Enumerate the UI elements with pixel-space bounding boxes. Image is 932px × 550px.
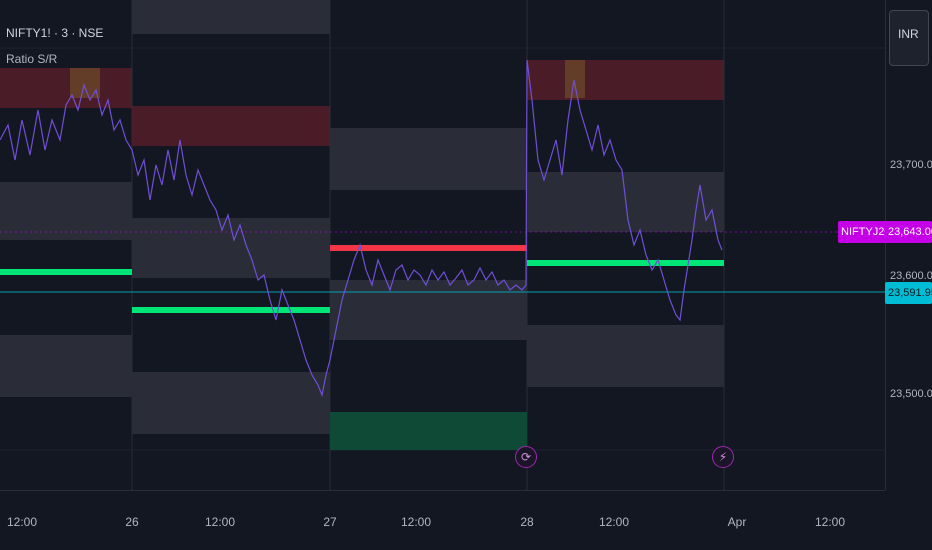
time-tick: 12:00 [400,515,432,529]
indicator-title[interactable]: Ratio S/R [6,52,58,66]
time-tick: 28 [520,515,534,529]
time-tick: 12:00 [204,515,236,529]
dividend-event-icon[interactable]: ⟳ [515,446,537,468]
neutral-zone [527,325,724,387]
time-tick: 12:00 [6,515,38,529]
time-tick: Apr [727,515,747,529]
earnings-event-icon[interactable]: ⚡ [712,446,734,468]
price-tick: 23,700.00 [890,159,932,171]
highlight-zone [565,60,585,98]
time-tick: 27 [323,515,337,529]
price-line [0,59,723,398]
last-price-badge: 23,643.00 [885,221,932,243]
time-tick: 12:00 [814,515,846,529]
neutral-zone [330,280,527,340]
neutral-zone [0,335,132,397]
symbol-title[interactable]: NIFTY1! · 3 · NSE [6,26,104,40]
resistance-zone [132,106,330,146]
resistance-zone [0,68,132,108]
support-zone [330,412,527,450]
price-tick: 23,600.00 [890,270,932,282]
neutral-zone [0,182,132,240]
neutral-zone [330,128,527,190]
highlight-zone [70,68,100,98]
time-tick: 12:00 [598,515,630,529]
currency-button[interactable]: INR [889,10,929,66]
neutral-zone [132,0,330,34]
crosshair-price-badge: 23,591.95 [885,282,932,304]
resistance-zone [527,60,724,100]
neutral-zone [132,372,330,434]
price-axis[interactable] [885,0,932,490]
chart-area[interactable]: NIFTY1! · 3 · NSE Ratio S/R ⟳ ⚡ [0,0,885,490]
chart-canvas[interactable] [0,0,885,490]
time-axis[interactable] [0,490,885,550]
price-tick: 23,500.00 [890,388,932,400]
time-tick: 26 [125,515,139,529]
